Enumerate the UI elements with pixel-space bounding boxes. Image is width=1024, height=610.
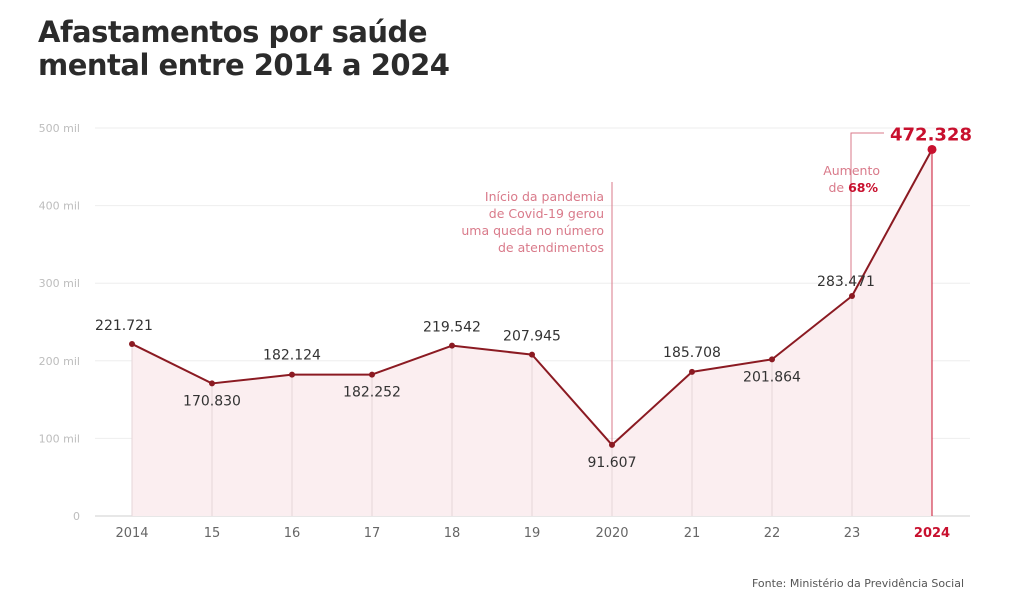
data-label: 221.721 [95, 318, 153, 334]
y-tick-label: 0 [73, 510, 80, 523]
data-point [369, 371, 375, 378]
x-tick-label: 2014 [115, 526, 148, 541]
x-tick-label: 2020 [595, 526, 628, 541]
source-note: Fonte: Ministério da Previdência Social [751, 577, 964, 590]
data-label: 182.252 [343, 385, 401, 401]
x-tick-label: 15 [204, 526, 221, 541]
data-point [289, 371, 295, 378]
title-line-2: mental entre 2014 a 2024 [38, 48, 450, 82]
x-tick-label: 19 [524, 526, 541, 541]
increase-annotation-text: de 68% [828, 180, 878, 195]
title-line-1: Afastamentos por saúde [38, 15, 427, 49]
pandemic-annotation-text: de Covid-19 gerou [489, 206, 604, 221]
data-label: 283.471 [817, 274, 875, 290]
data-point [449, 342, 455, 349]
pandemic-annotation-text: uma queda no número [461, 223, 604, 238]
pandemic-annotation-text: Início da pandemia [485, 189, 604, 204]
highlight-data-label: 472.328 [890, 124, 972, 145]
y-tick-label: 400 mil [39, 200, 80, 213]
data-label: 185.708 [663, 345, 721, 361]
x-tick-label: 22 [764, 526, 781, 541]
x-tick-label: 21 [684, 526, 701, 541]
data-point [129, 340, 135, 347]
data-point [689, 368, 695, 375]
data-label: 182.124 [263, 348, 321, 364]
area-fill [132, 149, 932, 517]
chart-title: Afastamentos por saúde mental entre 2014… [38, 15, 450, 82]
data-point [529, 351, 535, 358]
pandemic-annotation-text: de atendimentos [498, 240, 604, 255]
x-tick-label: 18 [444, 526, 461, 541]
data-point [769, 356, 775, 363]
data-label: 170.830 [183, 393, 241, 409]
y-tick-label: 500 mil [39, 122, 80, 135]
increase-bracket [850, 132, 884, 285]
data-label: 201.864 [743, 369, 801, 385]
x-tick-label: 16 [284, 526, 301, 541]
data-point [609, 441, 615, 448]
y-tick-label: 100 mil [39, 432, 80, 445]
y-tick-label: 200 mil [39, 355, 80, 368]
x-tick-label: 17 [364, 526, 381, 541]
x-tick-label: 2024 [914, 526, 950, 541]
x-tick-label: 23 [844, 526, 861, 541]
data-label: 207.945 [503, 329, 561, 345]
increase-percentage: 68% [848, 180, 878, 195]
data-label: 219.542 [423, 320, 481, 336]
increase-prefix: de [828, 180, 848, 195]
highlight-data-point [927, 144, 937, 154]
data-point [849, 293, 855, 300]
data-point [209, 380, 215, 387]
y-tick-label: 300 mil [39, 277, 80, 290]
data-label: 91.607 [588, 455, 637, 471]
increase-annotation-text: Aumento [823, 163, 880, 178]
